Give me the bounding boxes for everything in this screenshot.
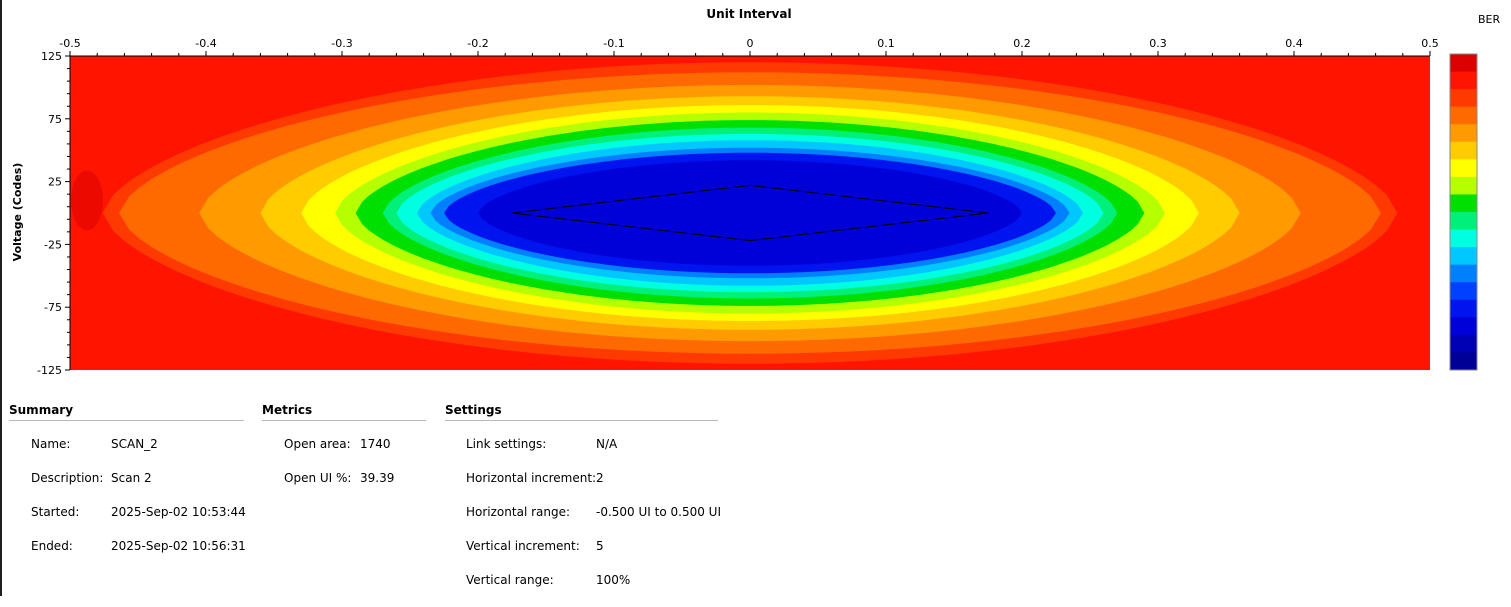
- colorbar-swatch: [1450, 247, 1477, 266]
- summary-section: Summary Name: SCAN_2 Description: Scan 2 Sta…: [9, 403, 246, 573]
- colorbar-swatch: [1450, 317, 1477, 336]
- x-tick-label: 0.2: [1013, 37, 1031, 50]
- metrics-key: Open UI %:: [284, 471, 352, 485]
- summary-row: Name: SCAN_2: [9, 437, 244, 471]
- summary-key: Name:: [31, 437, 71, 451]
- settings-key: Horizontal range:: [466, 505, 571, 519]
- x-tick-label: -0.1: [603, 37, 624, 50]
- summary-key: Started:: [31, 505, 80, 519]
- metrics-rows: Open area: 1740 Open UI %: 39.39: [262, 421, 426, 505]
- metrics-title: Metrics: [262, 403, 426, 421]
- y-axis-label: Voltage (Codes): [11, 163, 24, 262]
- settings-value: -0.500 UI to 0.500 UI: [596, 505, 721, 519]
- summary-rows: Name: SCAN_2 Description: Scan 2 Started: 202…: [9, 421, 246, 573]
- colorbar-swatch: [1450, 352, 1477, 371]
- metrics-section: Metrics Open area: 1740 Open UI %: 39.39: [262, 403, 426, 505]
- colorbar-swatch: [1450, 159, 1477, 178]
- legend-title: BER: [1478, 13, 1500, 26]
- colorbar-swatch: [1450, 71, 1477, 90]
- colorbar-swatch: [1450, 141, 1477, 160]
- settings-key: Vertical range:: [466, 573, 554, 587]
- colorbar-swatch: [1450, 212, 1477, 231]
- color-legend: [1449, 53, 1478, 371]
- x-axis: -0.5 -0.4 -0.3 -0.2 -0.1 0 0.1 0.2 0.3 0.4 0.5: [59, 37, 1439, 57]
- metrics-value: 1740: [360, 437, 391, 451]
- heatmap-edge-spot: [71, 170, 103, 231]
- colorbar-swatch: [1450, 282, 1477, 301]
- colorbar-swatch: [1450, 176, 1477, 195]
- x-tick-label: 0.5: [1421, 37, 1439, 50]
- eye-opening-diamond: [511, 184, 989, 242]
- x-tick-label: 0.4: [1285, 37, 1303, 50]
- summary-value: SCAN_2: [111, 437, 158, 451]
- window-edge: [0, 0, 2, 596]
- x-tick-label: -0.3: [331, 37, 352, 50]
- summary-row: Started: 2025-Sep-02 10:53:44: [9, 505, 246, 539]
- settings-row: Link settings: N/A: [445, 437, 718, 471]
- settings-row: Vertical range: 100%: [445, 573, 718, 607]
- colorbar-swatch: [1450, 334, 1477, 353]
- settings-value: 2: [596, 471, 604, 485]
- settings-row: Horizontal increment: 2: [445, 471, 718, 505]
- metrics-value: 39.39: [360, 471, 395, 485]
- x-tick-label: -0.4: [195, 37, 216, 50]
- settings-row: Vertical increment: 5: [445, 539, 718, 573]
- y-tick-label: -25: [44, 238, 62, 251]
- contour-level-12: [478, 160, 1022, 266]
- settings-value: 5: [596, 539, 604, 553]
- colorbar-swatch: [1450, 54, 1477, 73]
- x-tick-label: 0.1: [877, 37, 895, 50]
- settings-value: 100%: [596, 573, 631, 587]
- chart-title: Unit Interval: [706, 7, 791, 21]
- summary-key: Ended:: [31, 539, 73, 553]
- x-tick-label: 0: [747, 37, 754, 50]
- settings-row: Horizontal range: -0.500 UI to 0.500 UI: [445, 505, 721, 539]
- settings-key: Link settings:: [466, 437, 547, 451]
- settings-section: Settings Link settings: N/A Horizontal inc…: [445, 403, 721, 607]
- summary-title: Summary: [9, 403, 244, 421]
- settings-key: Horizontal increment:: [466, 471, 597, 485]
- settings-rows: Link settings: N/A Horizontal increment: 2 H…: [445, 421, 721, 607]
- metrics-row: Open UI %: 39.39: [262, 471, 426, 505]
- colorbar-swatch: [1450, 89, 1477, 108]
- settings-title: Settings: [445, 403, 718, 421]
- y-tick-label: 25: [48, 176, 62, 189]
- plot-area: [70, 56, 1430, 370]
- y-tick-label: 75: [48, 113, 62, 126]
- summary-key: Description:: [31, 471, 104, 485]
- colorbar-swatch: [1450, 194, 1477, 213]
- settings-value: N/A: [596, 437, 618, 451]
- y-axis: 125 75 25 -25 -75 -125: [37, 50, 71, 377]
- colorbar-swatch: [1450, 264, 1477, 283]
- colorbar-swatch: [1450, 299, 1477, 318]
- eye-diagram-chart: Unit Interval Voltage (Codes) BER -0.5 -0…: [11, 7, 1500, 377]
- x-tick-label: -0.2: [467, 37, 488, 50]
- x-tick-label: -0.5: [59, 37, 80, 50]
- x-tick-label: 0.3: [1149, 37, 1167, 50]
- summary-value: 2025-Sep-02 10:56:31: [111, 539, 246, 553]
- y-tick-label: -125: [37, 364, 62, 377]
- metrics-row: Open area: 1740: [262, 437, 426, 471]
- summary-value: Scan 2: [111, 471, 152, 485]
- colorbar-swatch: [1450, 124, 1477, 143]
- settings-key: Vertical increment:: [466, 539, 580, 553]
- colorbar-border: [1449, 53, 1478, 371]
- summary-row: Ended: 2025-Sep-02 10:56:31: [9, 539, 246, 573]
- summary-row: Description: Scan 2: [9, 471, 244, 505]
- colorbar-swatch: [1450, 106, 1477, 125]
- y-tick-label: -75: [44, 301, 62, 314]
- y-tick-label: 125: [41, 50, 62, 63]
- colorbar-swatch: [1450, 229, 1477, 248]
- metrics-key: Open area:: [284, 437, 351, 451]
- summary-value: 2025-Sep-02 10:53:44: [111, 505, 246, 519]
